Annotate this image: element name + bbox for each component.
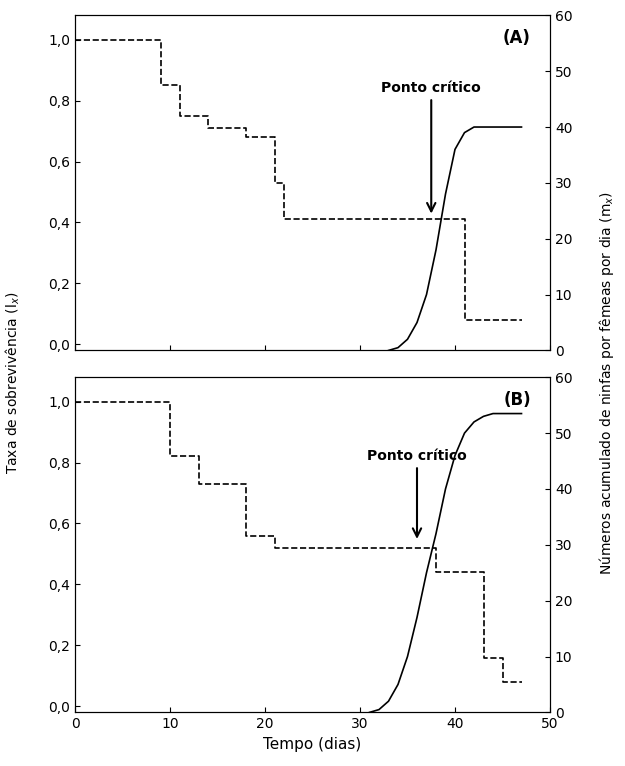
Text: Números acumulado de ninfas por fêmeas por dia (m$_x$): Números acumulado de ninfas por fêmeas p… [597, 191, 616, 575]
Text: Taxa de sobrevivência (l$_x$): Taxa de sobrevivência (l$_x$) [3, 292, 22, 474]
Text: Ponto crítico: Ponto crítico [381, 80, 481, 211]
X-axis label: Tempo (dias): Tempo (dias) [263, 737, 362, 751]
Text: Ponto crítico: Ponto crítico [367, 449, 467, 537]
Text: (A): (A) [503, 29, 531, 47]
Text: (B): (B) [503, 391, 531, 408]
